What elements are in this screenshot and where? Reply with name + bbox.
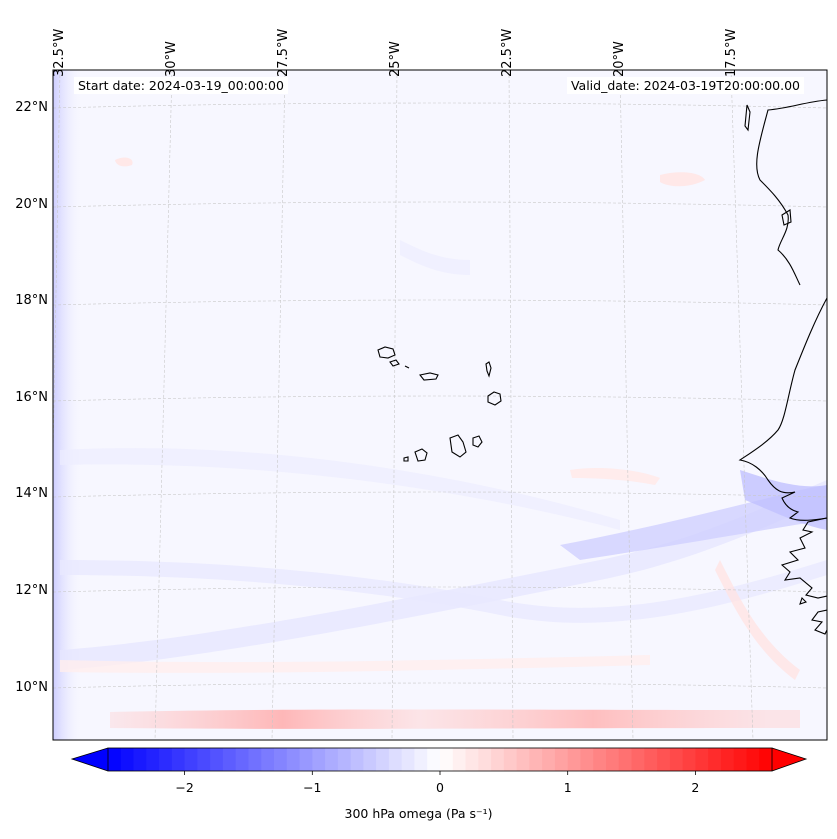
colorbar-title: 300 hPa omega (Pa s⁻¹) [344, 806, 493, 821]
colorbar-band [133, 748, 147, 771]
colorbar-band [542, 748, 556, 771]
colorbar-band [503, 748, 518, 771]
colorbar-band [120, 748, 135, 771]
lon-label: 22.5°W [500, 28, 515, 77]
colorbar-band [427, 748, 441, 771]
lon-label: 32.5°W [52, 28, 67, 77]
lon-label: 27.5°W [276, 28, 291, 77]
colorbar-band [261, 748, 275, 771]
lat-label: 14°N [15, 486, 48, 502]
colorbar-band [159, 748, 173, 771]
colorbar-band [529, 748, 543, 771]
west-african-coastline [738, 99, 827, 635]
colorbar [108, 748, 773, 771]
colorbar-band [759, 748, 773, 771]
colorbar-band [554, 748, 569, 771]
colorbar-band [274, 748, 288, 771]
colorbar-band [452, 748, 467, 771]
colorbar-band [516, 748, 530, 771]
lat-label: 20°N [15, 196, 48, 212]
colorbar-band [350, 748, 364, 771]
map-frame [52, 69, 828, 741]
colorbar-band [235, 748, 250, 771]
colorbar-band [606, 748, 620, 771]
lat-label: 18°N [15, 293, 48, 309]
lat-label: 22°N [15, 100, 48, 115]
colorbar-band [401, 748, 416, 771]
start-date-label: Start date: 2024-03-19_00:00:00 [74, 77, 288, 94]
colorbar-band [146, 748, 160, 771]
colorbar-band [414, 748, 428, 771]
colorbar-band [222, 748, 237, 771]
colorbar-band [248, 748, 262, 771]
colorbar-band [388, 748, 403, 771]
colorbar-tick-label: −2 [175, 780, 194, 795]
colorbar-band [376, 748, 390, 771]
colorbar-band [325, 748, 339, 771]
colorbar-low-extend [70, 747, 109, 772]
colorbar-band [580, 748, 594, 771]
colorbar-band [708, 748, 722, 771]
colorbar-band [440, 748, 454, 771]
colorbar-band [657, 748, 671, 771]
lat-label: 16°N [15, 389, 48, 405]
graticule [53, 70, 827, 740]
colorbar-ticks [184, 771, 696, 775]
lon-label: 30°W [164, 41, 179, 77]
colorbar-band [695, 748, 709, 771]
colorbar-band [197, 748, 211, 771]
colorbar-band [682, 748, 696, 771]
colorbar-band [312, 748, 326, 771]
lon-label: 20°W [612, 41, 627, 77]
colorbar-band [669, 748, 684, 771]
valid-date-label: Valid_date: 2024-03-19T20:00:00.00 [566, 77, 804, 94]
colorbar-band [618, 748, 633, 771]
colorbar-band [184, 748, 198, 771]
colorbar-high-extend [771, 747, 808, 772]
colorbar-band [593, 748, 607, 771]
lat-label: 10°N [15, 679, 48, 695]
lat-label: 12°N [15, 583, 48, 598]
colorbar-band [299, 748, 313, 771]
colorbar-band [171, 748, 186, 771]
colorbar-band [567, 748, 582, 771]
omega-field [53, 70, 827, 740]
colorbar-tick-label: −1 [303, 780, 322, 795]
colorbar-band [733, 748, 748, 771]
colorbar-band [337, 748, 352, 771]
colorbar-band [720, 748, 735, 771]
colorbar-band [108, 748, 122, 771]
colorbar-tick-label: 2 [691, 780, 700, 795]
colorbar-band [631, 748, 645, 771]
colorbar-tick-label: 1 [563, 780, 572, 795]
colorbar-tick-label: 0 [436, 780, 444, 795]
colorbar-band [286, 748, 301, 771]
lon-label: 17.5°W [724, 28, 739, 77]
lon-label: 25°W [388, 41, 403, 77]
colorbar-band [746, 748, 760, 771]
colorbar-band [210, 748, 224, 771]
colorbar-band [465, 748, 479, 771]
colorbar-band [363, 748, 377, 771]
colorbar-band [478, 748, 492, 771]
colorbar-band [644, 748, 658, 771]
colorbar-band [491, 748, 505, 771]
cabo-verde-islands [377, 346, 502, 462]
